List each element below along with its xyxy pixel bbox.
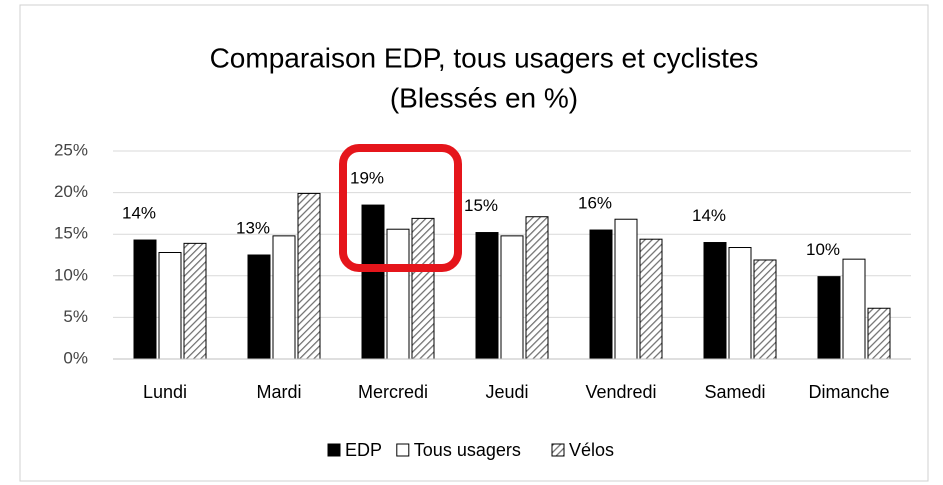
bar (525, 216, 549, 360)
y-tick-label: 15% (54, 224, 88, 243)
bar (272, 235, 296, 360)
bar (297, 192, 321, 360)
y-tick-label: 5% (63, 307, 88, 326)
bar (842, 258, 866, 360)
legend-label: Tous usagers (414, 440, 521, 460)
y-tick-label: 25% (54, 140, 88, 159)
data-label: 10% (806, 240, 840, 259)
bar (639, 238, 663, 360)
bar (361, 204, 385, 360)
y-tick-label: 0% (63, 348, 88, 367)
data-label: 16% (578, 194, 612, 213)
bar (867, 307, 891, 360)
bar (183, 242, 207, 360)
legend-swatch (327, 443, 341, 457)
bar (728, 247, 752, 360)
bar (703, 242, 727, 360)
legend-swatch (551, 443, 565, 457)
bar (500, 235, 524, 360)
bar (411, 217, 435, 360)
bar (475, 232, 499, 360)
legend-swatch (396, 443, 410, 457)
x-tick-label: Jeudi (485, 382, 528, 402)
bar (589, 229, 613, 360)
bar (614, 218, 638, 360)
chart-subtitle: (Blessés en %) (390, 82, 578, 113)
chart-frame (19, 4, 929, 482)
bar (386, 228, 410, 360)
x-tick-label: Mercredi (358, 382, 428, 402)
x-tick-label: Dimanche (808, 382, 889, 402)
data-label: 15% (464, 196, 498, 215)
chart-title: Comparaison EDP, tous usagers et cyclist… (210, 42, 759, 73)
bar (158, 252, 182, 360)
y-tick-label: 20% (54, 182, 88, 201)
bar (247, 254, 271, 360)
data-label: 13% (236, 218, 270, 237)
bar (133, 239, 157, 360)
bar (753, 259, 777, 360)
data-label: 14% (122, 204, 156, 223)
legend-label: EDP (345, 440, 382, 460)
y-tick-label: 10% (54, 265, 88, 284)
x-tick-label: Lundi (143, 382, 187, 402)
x-tick-label: Vendredi (585, 382, 656, 402)
bar (817, 276, 841, 360)
x-tick-label: Samedi (704, 382, 765, 402)
data-label: 14% (692, 206, 726, 225)
data-label: 19% (350, 169, 384, 188)
x-tick-label: Mardi (256, 382, 301, 402)
highlight-box (339, 144, 462, 272)
legend-label: Vélos (569, 440, 614, 460)
